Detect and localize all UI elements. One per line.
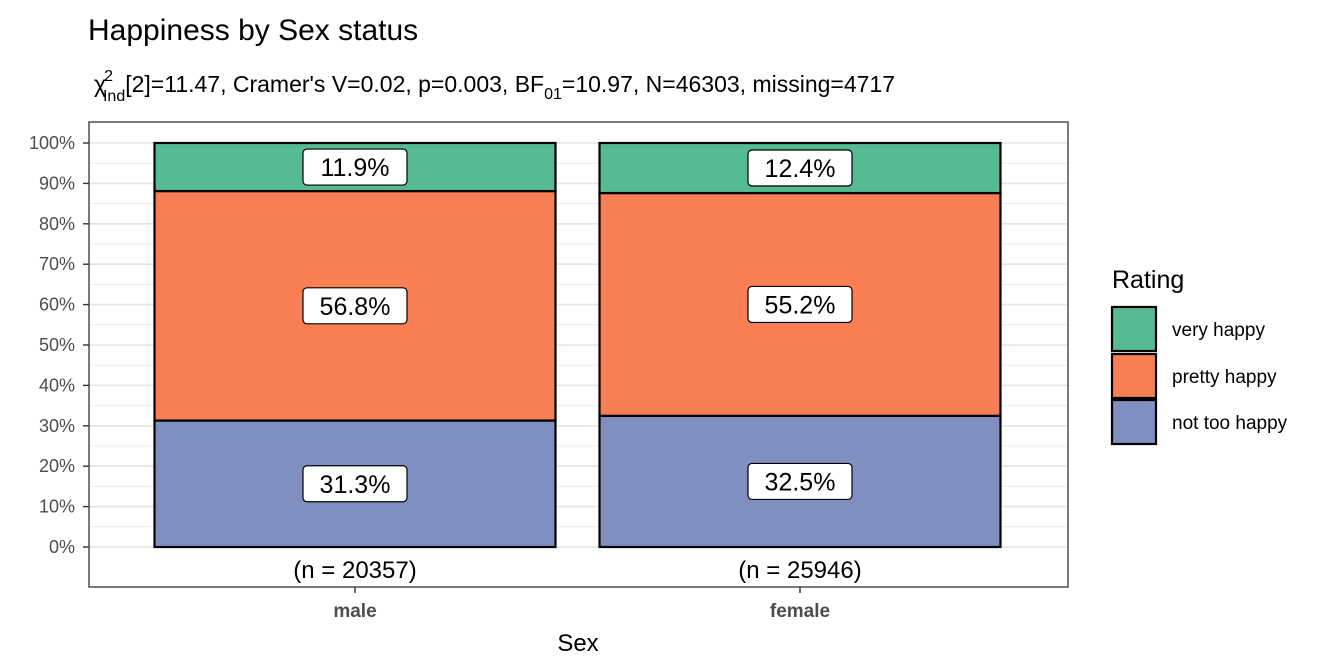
bar-label-text: 12.4% (765, 155, 836, 183)
legend-item-not-too-happy: not too happy (1110, 398, 1288, 446)
y-tick-label: 10% (39, 497, 75, 517)
bar-label-text: 32.5% (765, 468, 836, 496)
subtitle-part1: [2]=11.47, Cramer's V=0.02, p=0.003, BF (125, 71, 544, 97)
legend-item-pretty-happy: pretty happy (1110, 352, 1277, 400)
bar-label-box (302, 148, 408, 186)
bar-label-male-not-too-happy: 31.3% (302, 465, 408, 503)
bar-label-box (747, 462, 853, 501)
chart-subtitle: χ2 Ind[2]=11.47, Cramer's V=0.02, p=0.003… (94, 68, 895, 105)
x-axis-title: Sex (557, 630, 598, 657)
y-tick-label: 50% (39, 335, 75, 355)
x-tick-label-male: male (333, 601, 376, 622)
chart-title: Happiness by Sex status (88, 14, 418, 47)
y-tick-label: 30% (39, 416, 75, 436)
bar-label-box (747, 285, 853, 324)
plot-border (88, 121, 1069, 588)
legend-label: very happy (1172, 320, 1265, 341)
y-tick-label: 0% (49, 537, 75, 557)
legend-key (1110, 352, 1158, 400)
legend-key (1110, 305, 1158, 353)
subtitle-chi-sub: Ind (103, 88, 125, 105)
bar-label-box (747, 149, 853, 187)
bar-label-text: 56.8% (320, 293, 391, 321)
bar-label-box (302, 287, 408, 325)
bar-label-text: 11.9% (320, 154, 389, 182)
subtitle-bf-sub: 01 (544, 86, 562, 103)
count-label-female: (n = 25946) (738, 557, 861, 584)
subtitle-part2: =10.97, N=46303, missing=4717 (562, 71, 895, 97)
bar-label-female-pretty-happy: 55.2% (747, 285, 853, 324)
legend-label: pretty happy (1172, 367, 1277, 388)
y-tick-label: 40% (39, 375, 75, 395)
legend-label: not too happy (1172, 413, 1288, 434)
count-label-male: (n = 20357) (293, 557, 416, 584)
y-tick-label: 60% (39, 295, 75, 315)
x-tick-label-female: female (770, 601, 830, 622)
bar-label-female-very-happy: 12.4% (747, 149, 853, 187)
y-tick-label: 20% (39, 456, 75, 476)
y-tick-label: 100% (29, 133, 75, 153)
subtitle-chi-sup: 2 (104, 68, 113, 85)
subtitle-chi-symbol: χ (94, 71, 106, 97)
y-tick-label: 70% (39, 254, 75, 274)
bar-label-male-very-happy: 11.9% (302, 148, 408, 186)
y-tick-label: 90% (39, 173, 75, 193)
bar-label-male-pretty-happy: 56.8% (302, 287, 408, 325)
bar-label-box (302, 465, 408, 503)
y-tick-label: 80% (39, 214, 75, 234)
bar-label-text: 31.3% (320, 471, 391, 499)
legend-key (1110, 398, 1158, 446)
legend-item-very-happy: very happy (1110, 305, 1265, 353)
bar-label-female-not-too-happy: 32.5% (747, 462, 853, 501)
bar-label-text: 55.2% (765, 291, 836, 319)
legend-title: Rating (1112, 266, 1184, 294)
